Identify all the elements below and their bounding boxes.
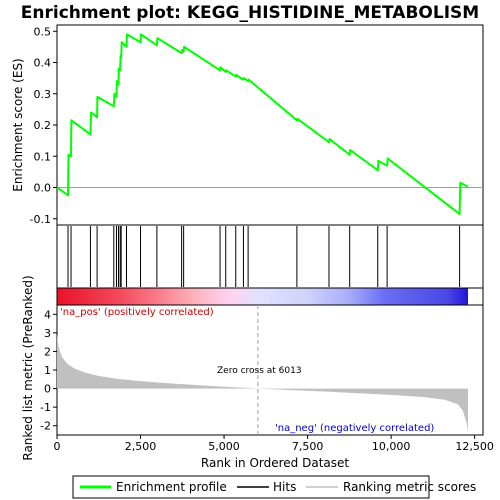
metric-y-tick-label: 3 bbox=[44, 327, 51, 340]
x-axis-label: Rank in Ordered Dataset bbox=[201, 456, 349, 470]
x-tick-label: 2,500 bbox=[125, 440, 157, 453]
na-pos-label: 'na_pos' (positively correlated) bbox=[60, 307, 214, 318]
legend: Enrichment profile Hits Ranking metric s… bbox=[72, 475, 476, 499]
metric-y-tick-label: -2 bbox=[40, 420, 51, 433]
es-y-tick-label: 0.5 bbox=[34, 25, 52, 38]
metric-y-tick-label: 1 bbox=[44, 364, 51, 377]
rank-gradient-bar bbox=[56, 287, 484, 306]
legend-label-ranking-metric: Ranking metric scores bbox=[343, 480, 476, 494]
hit-lines bbox=[67, 226, 461, 287]
hits-panel bbox=[56, 224, 484, 289]
chart-title: Enrichment plot: KEGG_HISTIDINE_METABOLI… bbox=[21, 3, 479, 23]
legend-label-hits: Hits bbox=[273, 480, 296, 494]
es-y-tick-label: 0.0 bbox=[34, 182, 52, 195]
metric-y-axis-label: Ranked list metric (PreRanked) bbox=[21, 275, 35, 460]
gradient-fill bbox=[57, 288, 468, 305]
legend-label-enrichment-profile: Enrichment profile bbox=[116, 480, 227, 494]
es-y-axis-label: Enrichment score (ES) bbox=[11, 58, 25, 191]
es-plot-frame bbox=[56, 24, 484, 226]
es-y-tick-label: 0.4 bbox=[34, 57, 52, 70]
metric-y-tick-label: 0 bbox=[44, 383, 51, 396]
x-tick-label: 7,500 bbox=[292, 440, 324, 453]
es-y-tick-label: 0.2 bbox=[34, 119, 52, 132]
x-tick-label: 10,000 bbox=[372, 440, 411, 453]
metric-y-tick-label: 4 bbox=[44, 308, 51, 321]
metric-plot-frame bbox=[56, 304, 484, 436]
enrichment-profile-line bbox=[56, 33, 469, 216]
ranked-metric-panel: -2 -1 0 1 2 3 4 'na_pos' (positively correlate… bbox=[21, 275, 484, 461]
es-y-ticks: -0.1 0.0 0.1 0.2 0.3 0.4 0.5 bbox=[30, 25, 57, 226]
es-y-tick-label: 0.1 bbox=[34, 150, 52, 163]
es-curve bbox=[56, 33, 469, 216]
es-y-tick-label: -0.1 bbox=[30, 213, 51, 226]
x-tick-label: 5,000 bbox=[208, 440, 240, 453]
x-tick-label: 0 bbox=[54, 440, 61, 453]
ranking-metric-fill bbox=[57, 334, 468, 432]
metric-y-tick-label: -1 bbox=[40, 401, 51, 414]
ranking-metric-area bbox=[57, 334, 468, 432]
metric-y-tick-label: 2 bbox=[44, 345, 51, 358]
zero-cross-label: Zero cross at 6013 bbox=[217, 366, 302, 376]
es-panel: -0.1 0.0 0.1 0.2 0.3 0.4 0.5 Enrichment score … bbox=[11, 24, 484, 226]
metric-y-ticks: -2 -1 0 1 2 3 4 bbox=[40, 308, 57, 433]
es-y-tick-label: 0.3 bbox=[34, 88, 52, 101]
x-tick-label: 12,500 bbox=[455, 440, 494, 453]
na-neg-label: 'na_neg' (negatively correlated) bbox=[275, 423, 434, 434]
x-axis: 0 2,500 5,000 7,500 10,000 12,500 bbox=[54, 435, 494, 453]
